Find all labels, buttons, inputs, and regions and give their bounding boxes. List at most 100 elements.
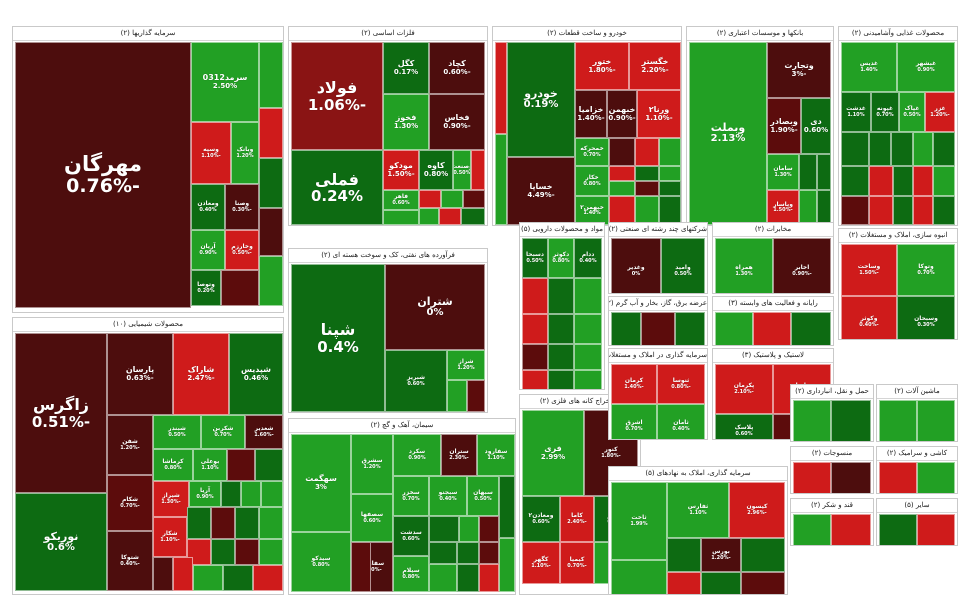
ticker-cell[interactable]: وصنعت0.50% <box>453 150 471 190</box>
ticker-cell[interactable]: دکیمی0.70% <box>574 314 602 344</box>
ticker-cell[interactable]: خبهمن -0.90% <box>607 90 637 138</box>
ticker-cell[interactable]: سبجنو 0.40% <box>429 476 467 516</box>
ticker-cell[interactable]: نمرینو-0.60% <box>831 462 871 493</box>
ticker-cell[interactable]: سرود0.30% <box>457 564 479 592</box>
sector-group[interactable]: سرمایه گذاریها (۲) مهرگان -0.76% سرمد0312 2.… <box>12 26 284 313</box>
ticker-cell[interactable]: خبهمن۲ 1.40% <box>575 196 609 225</box>
ticker-cell[interactable]: وسپه -1.10% <box>191 122 231 184</box>
ticker-cell[interactable]: ددام 0.40% <box>574 238 602 278</box>
ticker-cell[interactable]: فنوال0.70% <box>419 208 439 225</box>
ticker-cell[interactable]: کاوه 0.80% <box>419 150 453 190</box>
ticker-cell[interactable]: کاما -2.40% <box>560 496 594 542</box>
ticker-cell[interactable]: سدشت 0.60% <box>393 516 429 556</box>
ticker-cell[interactable]: شخارک0.30% <box>221 481 241 507</box>
ticker-cell[interactable]: نطرین-1.20% <box>793 462 831 493</box>
ticker-cell[interactable]: شپدیس 0.46% <box>229 333 283 415</box>
ticker-cell[interactable]: سرمد0312 2.50% <box>191 42 259 122</box>
sector-group[interactable]: محصولات غذایی وآشامیدنی (۲) غدیس 1.40% غبشه… <box>838 26 958 226</box>
ticker-cell[interactable]: پلاسک 0.60% <box>715 414 773 439</box>
ticker-cell[interactable]: خعمرا0.90% <box>635 196 659 225</box>
ticker-cell[interactable]: شرنگی0.40% <box>211 539 235 565</box>
ticker-cell[interactable]: آریان 0.90% <box>191 230 225 270</box>
ticker-cell[interactable]: وپاسار -1.50% <box>767 190 799 225</box>
ticker-cell[interactable]: شراز 1.20% <box>447 350 485 380</box>
ticker-cell[interactable]: کرمان -1.40% <box>611 364 657 404</box>
ticker-cell[interactable]: سمازن0.40% <box>429 542 457 564</box>
sector-group[interactable]: شرکتهای چند رشته ای صنعتی (۲)وغدیر0%وامی… <box>608 222 708 294</box>
ticker-cell[interactable]: خپویش0.50% <box>495 134 507 225</box>
ticker-cell[interactable]: دپارس0.20% <box>574 370 602 389</box>
ticker-cell[interactable]: شزنگ-0.80% <box>467 380 485 412</box>
ticker-cell[interactable]: پارسان -0.63% <box>107 333 173 415</box>
ticker-cell[interactable]: شپاس-1.40% <box>211 507 235 539</box>
ticker-cell[interactable]: فسرب-0.20% <box>419 190 441 208</box>
ticker-cell[interactable]: کچاد -0.60% <box>429 42 485 94</box>
sector-group[interactable]: سیمان، آهک و گچ (۲) سهگمت 3% سیدکو 0.80% سشرق… <box>288 418 516 595</box>
ticker-cell[interactable]: غنوش-0.70% <box>869 166 893 196</box>
sector-group[interactable]: مخابرات (۲) همراه 1.30% اخابر -0.90% <box>712 222 834 294</box>
ticker-cell[interactable]: سقاین0.20% <box>429 516 459 542</box>
ticker-cell[interactable]: شبریز 0.60% <box>385 350 447 412</box>
ticker-cell[interactable]: ثغرب-0.60% <box>667 572 701 594</box>
ticker-cell[interactable]: سکارون0.40% <box>499 538 515 592</box>
ticker-cell[interactable]: شصدف1.20% <box>259 507 283 539</box>
ticker-cell[interactable]: دسینا0.30% <box>574 344 602 370</box>
ticker-cell[interactable]: همراه 1.30% <box>715 238 773 293</box>
ticker-cell[interactable]: مهرگان -0.76% <box>15 42 191 308</box>
ticker-cell[interactable]: کترام0.50% <box>917 462 955 493</box>
ticker-cell[interactable]: وساخت -1.50% <box>841 244 897 296</box>
ticker-cell[interactable]: مودکو -1.50% <box>383 150 419 190</box>
sector-group[interactable]: سرمایه گذاری، املاک به نهادهای (۵) ثاخت 1.… <box>608 466 788 595</box>
ticker-cell[interactable]: سصفها 0.60% <box>351 494 393 542</box>
ticker-cell[interactable]: شسینا0.80% <box>193 565 223 591</box>
ticker-cell[interactable]: سهرمز0.70% <box>457 542 479 564</box>
ticker-cell[interactable]: شپارس0.70% <box>235 507 259 539</box>
ticker-cell[interactable]: خموتور-0.60% <box>609 138 635 166</box>
ticker-cell[interactable]: وخاور0.30% <box>817 190 831 225</box>
ticker-cell[interactable]: نوریکو 0.6% <box>15 493 107 591</box>
ticker-cell[interactable]: دالبر0.50% <box>548 344 574 370</box>
ticker-cell[interactable]: خودرو 0.19% <box>507 42 575 157</box>
ticker-cell[interactable]: ولغدر-0.70% <box>917 514 955 545</box>
ticker-cell[interactable]: وامید 0.50% <box>661 238 705 293</box>
ticker-cell[interactable]: کساوه-1.40% <box>879 462 917 493</box>
ticker-cell[interactable]: فولاد -1.06% <box>291 42 383 150</box>
ticker-cell[interactable]: وبوعلی-0.80% <box>221 270 259 306</box>
ticker-cell[interactable]: وهور0.40% <box>611 312 641 345</box>
ticker-cell[interactable]: ونیکی1.80% <box>259 42 283 108</box>
ticker-cell[interactable]: سغرب0.30% <box>499 476 515 538</box>
ticker-cell[interactable]: دفارا0.30% <box>574 278 602 314</box>
ticker-cell[interactable]: سفانو0.50% <box>429 564 457 592</box>
ticker-cell[interactable]: شاوان0.30% <box>447 380 467 412</box>
ticker-cell[interactable]: فزرین-0.50% <box>439 208 461 225</box>
ticker-cell[interactable]: کیسون -2.96% <box>729 482 785 538</box>
ticker-cell[interactable]: دشیمی0.60% <box>548 370 574 389</box>
ticker-cell[interactable]: ثنوسا -0.80% <box>657 364 705 404</box>
ticker-cell[interactable]: کار-1.00% <box>153 557 173 591</box>
ticker-cell[interactable]: خریخت-1.30% <box>635 138 659 166</box>
ticker-cell[interactable]: سامان 1.30% <box>767 154 799 190</box>
ticker-cell[interactable]: وسکاب-2.10% <box>259 108 283 158</box>
ticker-cell[interactable]: وپست0.40% <box>817 154 831 190</box>
ticker-cell[interactable]: ومعادن 0.40% <box>191 184 225 230</box>
ticker-cell[interactable]: شزنگ۲-0.90% <box>227 449 255 481</box>
ticker-cell[interactable]: وتوصا 0.20% <box>191 270 221 306</box>
ticker-cell[interactable]: غشهد1.00% <box>913 132 933 166</box>
ticker-cell[interactable]: فخاس -0.90% <box>429 94 485 150</box>
sector-group[interactable]: فلزات اساسی (۲) فولاد -1.06% فملی 0.24% کگل 0.… <box>288 26 488 226</box>
ticker-cell[interactable]: شفن -1.20% <box>107 415 153 475</box>
ticker-cell[interactable]: خزامیا -1.40% <box>575 90 607 138</box>
sector-group[interactable]: ماشین آلات (۲)فسازان0.50%فاراک0.80% <box>876 384 958 442</box>
ticker-cell[interactable]: ثرود0.30% <box>611 560 667 594</box>
ticker-cell[interactable]: آریا 0.90% <box>189 481 221 507</box>
ticker-cell[interactable]: بجهرم0.60% <box>675 312 705 345</box>
ticker-cell[interactable]: ورنا-1.20% <box>495 42 507 134</box>
ticker-cell[interactable]: خرینگ-0.80% <box>635 181 659 196</box>
ticker-cell[interactable]: دسبحا 0.50% <box>522 238 548 278</box>
ticker-cell[interactable]: غالبر-0.60% <box>869 196 893 225</box>
ticker-cell[interactable]: شبصیر0.30% <box>259 539 283 565</box>
ticker-cell[interactable]: خکار 0.80% <box>575 166 609 196</box>
ticker-cell[interactable]: بمپنا-0.70% <box>641 312 675 345</box>
ticker-cell[interactable]: دزهراوی-1.10% <box>522 278 548 314</box>
ticker-cell[interactable]: رانفور0.90% <box>715 312 753 345</box>
